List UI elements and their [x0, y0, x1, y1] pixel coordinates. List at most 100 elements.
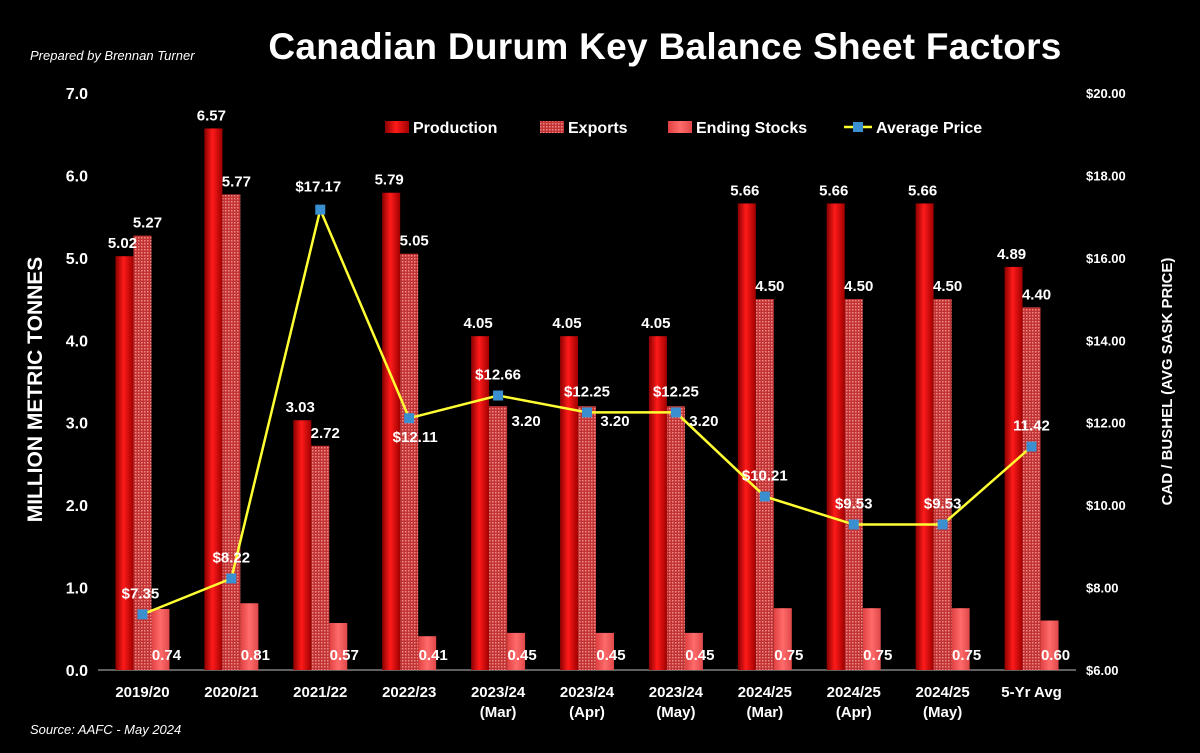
- x-tick-label: 2020/21: [204, 684, 258, 701]
- legend-item-ending-stocks: Ending Stocks: [696, 120, 807, 137]
- ending-stocks-bar: [507, 632, 526, 670]
- y-tick-label: 3.0: [66, 416, 88, 433]
- average-price-marker: [493, 390, 504, 401]
- average-price-marker: [226, 573, 237, 584]
- ending-stocks-value-label: 0.75: [774, 647, 803, 664]
- production-bar: [293, 420, 312, 670]
- average-price-marker: [1026, 441, 1037, 452]
- average-price-marker: [937, 519, 948, 530]
- production-bar: [560, 336, 578, 670]
- ending-stocks-value-label: 0.60: [1041, 647, 1070, 664]
- y2-tick-label: $10.00: [1086, 498, 1126, 513]
- average-price-value-label: $12.11: [393, 429, 438, 446]
- average-price-value-label: $12.66: [475, 367, 521, 384]
- x-tick-label: 2024/25: [916, 684, 970, 701]
- ending-stocks-value-label: 0.45: [596, 647, 625, 664]
- ending-stocks-bar: [329, 623, 348, 670]
- x-tick-label: 5-Yr Avg: [1001, 684, 1062, 701]
- production-bar: [1004, 266, 1023, 670]
- y2-tick-label: $14.00: [1086, 333, 1126, 348]
- y2-tick-label: $16.00: [1086, 251, 1126, 266]
- y-tick-label: 1.0: [66, 581, 88, 598]
- y-tick-label: 0.0: [66, 663, 88, 680]
- average-price-value-label: $8.22: [213, 550, 251, 567]
- average-price-marker: [759, 491, 770, 502]
- x-tick-label: 2024/25: [827, 684, 881, 701]
- x-tick-label: (Apr): [836, 704, 872, 721]
- production-value-label: 4.05: [641, 315, 670, 332]
- ending-stocks-bar: [684, 632, 703, 670]
- exports-bar: [133, 235, 152, 670]
- average-price-value-label: $17.17: [295, 179, 341, 196]
- x-tick-label: (May): [923, 704, 962, 721]
- average-price-marker: [315, 204, 326, 215]
- average-price-marker: [582, 407, 592, 418]
- average-price-value-label: $9.53: [835, 496, 873, 513]
- production-value-label: 5.66: [908, 182, 937, 199]
- average-price-value-label: $7.35: [122, 585, 160, 602]
- production-value-label: 6.57: [197, 107, 226, 124]
- production-bar: [204, 128, 223, 671]
- production-bar: [382, 192, 401, 670]
- x-tick-label: 2021/22: [293, 684, 347, 701]
- average-price-value-label: $12.25: [653, 383, 699, 400]
- source-note: Source: AAFC - May 2024: [30, 722, 182, 737]
- x-tick-label: (Apr): [569, 704, 605, 721]
- y2-tick-label: $18.00: [1086, 168, 1126, 183]
- ending-stocks-value-label: 0.45: [507, 647, 536, 664]
- ending-stocks-value-label: 0.74: [152, 647, 182, 664]
- exports-value-label: 5.27: [133, 215, 162, 232]
- production-bar: [826, 203, 845, 670]
- y-axis-title: MILLION METRIC TONNES: [24, 257, 47, 523]
- exports-value-label: 3.20: [600, 413, 629, 430]
- x-tick-label: 2023/24: [471, 684, 526, 701]
- exports-bar: [311, 445, 330, 670]
- ending-stocks-value-label: 0.57: [330, 647, 359, 664]
- ending-stocks-bar: [240, 603, 259, 670]
- x-tick-label: (Mar): [746, 704, 783, 721]
- production-bar: [648, 336, 667, 670]
- production-value-label: 4.89: [997, 246, 1026, 263]
- x-tick-label: (Mar): [480, 704, 517, 721]
- average-price-marker: [670, 407, 681, 418]
- legend-swatch-marker: [853, 122, 863, 132]
- production-value-label: 3.03: [286, 399, 315, 416]
- production-value-label: 4.05: [552, 315, 581, 332]
- ending-stocks-bar: [773, 608, 792, 670]
- production-bar: [115, 256, 134, 670]
- exports-bar: [755, 299, 774, 670]
- production-value-label: 5.66: [730, 182, 759, 199]
- exports-value-label: 2.72: [311, 425, 340, 442]
- y-tick-label: 4.0: [66, 333, 88, 350]
- exports-value-label: 3.20: [511, 413, 540, 430]
- y2-tick-label: $12.00: [1086, 416, 1126, 431]
- exports-bar: [666, 406, 685, 670]
- x-tick-label: 2023/24: [649, 684, 704, 701]
- production-bar: [471, 336, 490, 670]
- exports-value-label: 4.50: [933, 278, 962, 295]
- ending-stocks-bar: [151, 609, 170, 670]
- exports-bar: [933, 299, 952, 670]
- ending-stocks-bar: [1040, 620, 1059, 670]
- x-tick-label: 2024/25: [738, 684, 792, 701]
- ending-stocks-bar: [862, 608, 881, 670]
- ending-stocks-value-label: 0.45: [685, 647, 714, 664]
- exports-bar: [578, 406, 596, 670]
- exports-value-label: 5.05: [400, 233, 429, 250]
- production-bar: [737, 203, 756, 670]
- production-value-label: 5.66: [819, 182, 848, 199]
- average-price-value-label: $10.21: [742, 467, 788, 484]
- legend-swatch: [385, 121, 409, 133]
- exports-value-label: 5.77: [222, 173, 251, 190]
- average-price-value-label: 11.42: [1013, 418, 1050, 435]
- production-value-label: 5.79: [375, 172, 404, 189]
- average-price-marker: [137, 609, 148, 620]
- exports-value-label: 4.50: [755, 278, 784, 295]
- exports-value-label: 4.40: [1022, 286, 1051, 303]
- y-tick-label: 5.0: [66, 251, 88, 268]
- chart-title: Canadian Durum Key Balance Sheet Factors: [268, 26, 1062, 67]
- legend-item-average-price: Average Price: [876, 120, 982, 137]
- ending-stocks-bar: [951, 608, 970, 670]
- exports-bar: [1022, 307, 1041, 670]
